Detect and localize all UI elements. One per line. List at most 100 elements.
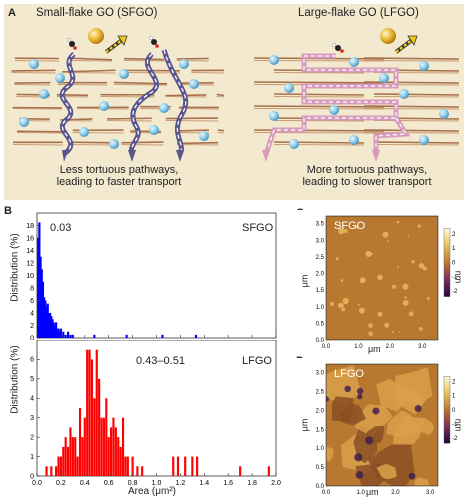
afm-hole (356, 387, 364, 395)
y-tick-label: 18 (26, 223, 34, 230)
y-tick-label: 4 (30, 396, 34, 403)
xlabel-b: Area (μm²) (128, 486, 176, 497)
colorbar-tick-label: 1 (452, 394, 456, 400)
y-tick-label: 1.0 (316, 305, 325, 311)
bar (105, 398, 108, 476)
y-tick-label: 0 (30, 335, 34, 340)
afm-d-ylabel: μm (299, 418, 310, 432)
afm-flake (329, 301, 335, 307)
y-tick-label: 0.5 (316, 465, 325, 471)
afm-c-cbar-unit: nm (453, 270, 464, 284)
x-tick-label: 2.0 (271, 480, 281, 487)
bar (45, 466, 48, 476)
afm-hole (365, 436, 374, 445)
afm-hole (354, 453, 363, 462)
afm-hole (355, 471, 364, 479)
sfgo-afm-tag: SFGO (334, 220, 366, 232)
sfgo-caption-line-1: Less tortuous pathways, (59, 164, 179, 176)
y-tick-label: 5 (30, 376, 34, 383)
bar (71, 437, 74, 476)
y-tick-label: 0.5 (316, 321, 325, 327)
afm-flake (343, 229, 348, 234)
y-tick-label: 2 (30, 434, 34, 441)
x-tick-label: 0.4 (80, 480, 90, 487)
bar (50, 466, 53, 476)
bar (114, 427, 117, 476)
x-tick-label: 1.6 (223, 480, 233, 487)
bar (64, 437, 67, 476)
colorbar-tick-label: -1 (452, 275, 458, 281)
sfgo-caption: Less tortuous pathways, leading to faste… (34, 164, 204, 188)
bar (69, 427, 72, 476)
sfgo-value: 0.03 (50, 222, 72, 234)
afm-flake (368, 331, 373, 336)
y-tick-label: 0 (30, 473, 34, 480)
bar (141, 466, 144, 476)
afm-flake (396, 220, 400, 224)
panel-a-illustration (4, 4, 464, 200)
afm-flake (426, 297, 430, 300)
afm-flake (391, 331, 394, 334)
afm-flake (418, 263, 425, 269)
bar (112, 417, 115, 476)
x-tick-label: 0.8 (128, 480, 138, 487)
bar (81, 437, 84, 476)
x-tick-label: 1.0 (357, 490, 366, 496)
y-tick-label: 2 (30, 323, 34, 330)
y-tick-label: 0.0 (316, 338, 325, 344)
lfgo-title: Large-flake GO (LFGO) (298, 7, 419, 19)
x-tick-label: 0.0 (322, 344, 331, 350)
bar (98, 378, 101, 476)
bar (53, 325, 57, 338)
afm-flake (404, 296, 407, 299)
bar (119, 446, 122, 476)
afm-flake (386, 410, 420, 437)
y-tick-label: 2.5 (316, 255, 325, 261)
colorbar (443, 228, 451, 297)
bar (62, 331, 65, 338)
bar (121, 417, 125, 476)
bar (50, 316, 53, 338)
bar (49, 313, 52, 338)
y-tick-label: 8 (30, 285, 34, 292)
panel-a-label: A (8, 7, 16, 19)
lfgo-caption-line-2: leading to slower transport (302, 176, 432, 188)
bar (161, 334, 164, 338)
bar (66, 446, 70, 476)
bar (86, 349, 89, 476)
bar (58, 331, 61, 338)
bar (39, 256, 42, 338)
afm-hole (357, 393, 363, 400)
afm-flake (338, 222, 342, 226)
afm-flake (402, 300, 409, 306)
y-tick-label: 3.0 (316, 371, 325, 377)
x-tick-label: 3.0 (418, 344, 427, 350)
bar (176, 456, 180, 476)
bar (95, 349, 98, 476)
y-tick-label: 2.0 (316, 408, 325, 414)
x-tick-label: 1.4 (199, 480, 209, 487)
bar (64, 334, 67, 338)
bar (76, 456, 79, 476)
panel-a: A Small-flake GO (SFGO) Large-flake GO (… (4, 4, 464, 200)
bar (55, 466, 58, 476)
bar (51, 319, 54, 338)
afm-flake (337, 302, 343, 308)
bar (110, 427, 113, 476)
x-tick-label: 0.0 (322, 490, 331, 496)
afm-hole (414, 405, 422, 413)
bar (47, 313, 51, 338)
colorbar (443, 376, 451, 444)
y-tick-label: 4 (30, 310, 34, 317)
bar (66, 331, 70, 338)
afm-flake (358, 304, 360, 306)
afm-flake (408, 311, 414, 317)
y-tick-label: 12 (26, 260, 34, 267)
bar (55, 322, 58, 338)
lfgo-value: 0.43–0.51 (136, 355, 185, 367)
y-tick-label: 0.0 (316, 484, 325, 490)
afm-flake (391, 284, 397, 289)
bar (172, 456, 175, 476)
bar (59, 328, 62, 338)
bar (62, 446, 65, 476)
